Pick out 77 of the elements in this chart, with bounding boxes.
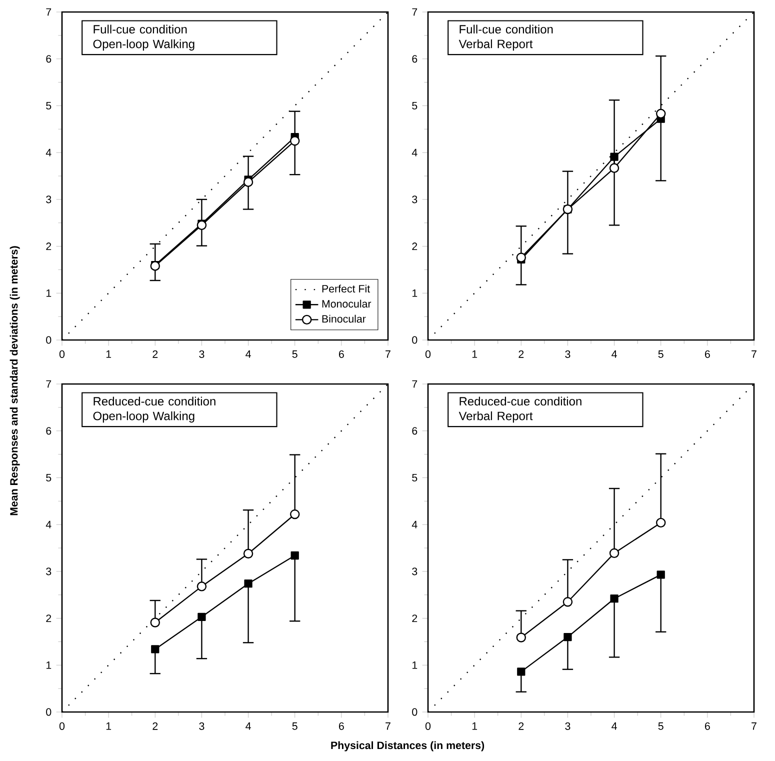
y-tick-label: 3: [412, 568, 418, 576]
legend-label: Monocular: [322, 300, 372, 308]
y-axis-title: Mean Responses and standard deviations (in meters): [10, 246, 20, 516]
text: Open-loop Walking: [93, 411, 194, 423]
y-tick-label: 4: [46, 148, 52, 156]
y-tick-label: 7: [412, 8, 418, 16]
x-tick-label: 1: [106, 350, 112, 358]
y-tick-label: 0: [412, 336, 418, 344]
x-tick-label: 6: [705, 722, 710, 730]
x-tick-label: 0: [59, 722, 65, 730]
y-tick-label: 7: [46, 380, 52, 388]
y-tick-label: 5: [412, 102, 418, 110]
y-tick-label: 0: [46, 708, 52, 716]
text: Reduced-cue condition: [94, 396, 216, 406]
x-tick-label: 4: [246, 722, 251, 730]
y-tick-label: 1: [46, 661, 52, 669]
x-tick-label: 7: [752, 350, 756, 358]
text: Verbal Report: [458, 411, 533, 423]
x-tick-label: 3: [199, 722, 204, 730]
y-tick-label: 7: [412, 380, 418, 388]
y-tick-label: 6: [412, 427, 418, 435]
x-tick-label: 0: [425, 350, 431, 358]
y-tick-label: 5: [46, 474, 52, 482]
x-tick-label: 3: [565, 350, 570, 358]
y-tick-label: 0: [46, 336, 52, 344]
y-tick-label: 3: [46, 196, 52, 204]
x-tick-label: 3: [199, 350, 204, 358]
y-tick-label: 4: [412, 520, 418, 528]
y-tick-label: 1: [46, 289, 52, 297]
x-tick-label: 1: [472, 722, 478, 730]
x-tick-label: 6: [705, 350, 710, 358]
legend-label: Perfect Fit: [322, 284, 370, 293]
x-tick-label: 7: [386, 350, 390, 358]
x-tick-label: 0: [59, 350, 65, 358]
y-tick-label: 3: [46, 568, 52, 576]
text: Full-cue condition: [460, 24, 553, 34]
y-tick-label: 4: [412, 148, 418, 156]
y-tick-label: 1: [412, 289, 418, 297]
text: Verbal Report: [458, 39, 533, 51]
y-tick-label: 6: [46, 55, 52, 63]
x-tick-label: 7: [386, 722, 390, 730]
y-tick-label: 2: [412, 614, 418, 622]
x-tick-label: 7: [752, 722, 756, 730]
y-tick-label: 1: [412, 661, 418, 669]
x-tick-label: 5: [292, 722, 298, 730]
text: Open-loop Walking: [93, 39, 194, 51]
x-tick-label: 6: [339, 350, 344, 358]
x-tick-label: 6: [339, 722, 344, 730]
y-tick-label: 2: [412, 242, 418, 250]
x-tick-label: 2: [518, 350, 524, 358]
x-tick-label: 2: [152, 350, 158, 358]
x-tick-label: 5: [292, 350, 298, 358]
y-tick-label: 2: [46, 614, 52, 622]
x-tick-label: 0: [425, 722, 431, 730]
y-tick-label: 5: [46, 102, 52, 110]
y-tick-label: 3: [412, 196, 418, 204]
x-tick-label: 1: [472, 350, 478, 358]
x-tick-label: 4: [612, 722, 617, 730]
y-tick-label: 7: [46, 8, 52, 16]
x-tick-label: 2: [152, 722, 158, 730]
y-tick-label: 6: [46, 427, 52, 435]
text: Reduced-cue condition: [460, 396, 582, 406]
y-tick-label: 6: [412, 55, 418, 63]
y-tick-label: 0: [412, 708, 418, 716]
y-tick-label: 2: [46, 242, 52, 250]
x-axis-title: Physical Distances (in meters): [331, 741, 484, 752]
x-tick-label: 5: [658, 722, 664, 730]
x-tick-label: 1: [106, 722, 112, 730]
x-tick-label: 3: [565, 722, 570, 730]
text: Full-cue condition: [94, 24, 187, 34]
y-tick-label: 4: [46, 520, 52, 528]
x-tick-label: 5: [658, 350, 664, 358]
y-tick-label: 5: [412, 474, 418, 482]
x-tick-label: 2: [518, 722, 524, 730]
legend-label: Binocular: [322, 314, 366, 323]
x-tick-label: 4: [246, 350, 251, 358]
x-tick-label: 4: [612, 350, 617, 358]
